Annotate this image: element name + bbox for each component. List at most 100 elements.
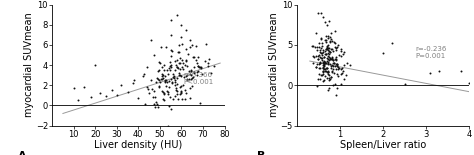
- Point: [333, 62, 340, 65]
- Point: [324, 62, 332, 65]
- Point: [176, 57, 184, 60]
- Point: [189, 56, 197, 58]
- Point: [319, 74, 326, 76]
- Point: [319, 45, 326, 47]
- Point: [325, 70, 332, 73]
- Point: [319, 64, 327, 67]
- Point: [182, 29, 190, 31]
- Point: [157, 46, 164, 48]
- Point: [316, 51, 324, 53]
- Point: [172, 68, 179, 71]
- Point: [323, 57, 330, 60]
- Point: [327, 58, 335, 60]
- Point: [457, 69, 465, 72]
- Point: [320, 62, 328, 64]
- Point: [159, 97, 166, 100]
- Point: [318, 57, 325, 59]
- Point: [180, 62, 187, 65]
- Point: [81, 86, 88, 89]
- Point: [155, 85, 163, 87]
- Point: [323, 47, 330, 49]
- Point: [321, 68, 329, 70]
- Point: [168, 81, 175, 84]
- Point: [319, 69, 327, 72]
- Point: [332, 94, 339, 96]
- Point: [192, 45, 200, 47]
- Point: [151, 103, 158, 106]
- Point: [171, 60, 179, 62]
- Point: [322, 53, 330, 55]
- Point: [194, 62, 201, 64]
- Point: [145, 92, 153, 95]
- Point: [315, 57, 322, 60]
- Point: [182, 75, 190, 77]
- Point: [334, 44, 341, 46]
- Point: [322, 52, 329, 55]
- Point: [319, 49, 327, 52]
- Point: [171, 79, 178, 82]
- Point: [317, 11, 324, 14]
- Point: [340, 78, 347, 80]
- Point: [182, 60, 190, 62]
- Point: [311, 46, 319, 48]
- Point: [202, 43, 210, 45]
- Point: [320, 60, 328, 62]
- Point: [310, 45, 317, 48]
- Point: [187, 70, 195, 73]
- Point: [315, 45, 323, 48]
- Point: [330, 72, 337, 74]
- Point: [164, 92, 172, 95]
- Point: [155, 77, 162, 80]
- Point: [331, 83, 339, 85]
- Point: [328, 48, 335, 50]
- Point: [167, 66, 175, 69]
- Point: [332, 56, 340, 58]
- Point: [321, 61, 329, 64]
- Point: [147, 79, 155, 81]
- Point: [328, 57, 336, 59]
- Point: [155, 68, 163, 71]
- Point: [427, 72, 434, 74]
- Point: [327, 40, 334, 42]
- Point: [388, 41, 395, 44]
- Point: [152, 101, 160, 104]
- Point: [135, 96, 142, 99]
- Point: [152, 105, 159, 108]
- Point: [316, 62, 324, 64]
- Point: [333, 46, 341, 48]
- Point: [192, 58, 200, 61]
- Point: [165, 80, 173, 82]
- Point: [179, 59, 186, 62]
- Point: [332, 41, 339, 44]
- Point: [328, 32, 335, 34]
- X-axis label: Spleen/Liver ratio: Spleen/Liver ratio: [340, 140, 426, 150]
- Point: [325, 77, 333, 80]
- Point: [162, 46, 170, 49]
- Point: [164, 73, 172, 76]
- Point: [337, 83, 345, 86]
- Point: [323, 67, 331, 70]
- Point: [325, 87, 333, 90]
- Point: [325, 35, 332, 38]
- Point: [324, 61, 332, 63]
- Point: [334, 75, 342, 78]
- Point: [331, 29, 338, 32]
- X-axis label: Liver density (HU): Liver density (HU): [94, 140, 182, 150]
- Point: [158, 78, 166, 81]
- Point: [204, 62, 212, 64]
- Point: [189, 76, 197, 78]
- Point: [172, 87, 180, 90]
- Point: [167, 49, 174, 52]
- Point: [194, 74, 201, 76]
- Text: B: B: [257, 151, 265, 155]
- Point: [174, 51, 182, 54]
- Point: [113, 94, 120, 97]
- Point: [340, 51, 348, 53]
- Point: [155, 79, 163, 81]
- Point: [320, 68, 328, 70]
- Point: [338, 72, 346, 74]
- Point: [199, 73, 206, 75]
- Point: [182, 64, 189, 66]
- Point: [167, 55, 174, 58]
- Point: [333, 64, 340, 67]
